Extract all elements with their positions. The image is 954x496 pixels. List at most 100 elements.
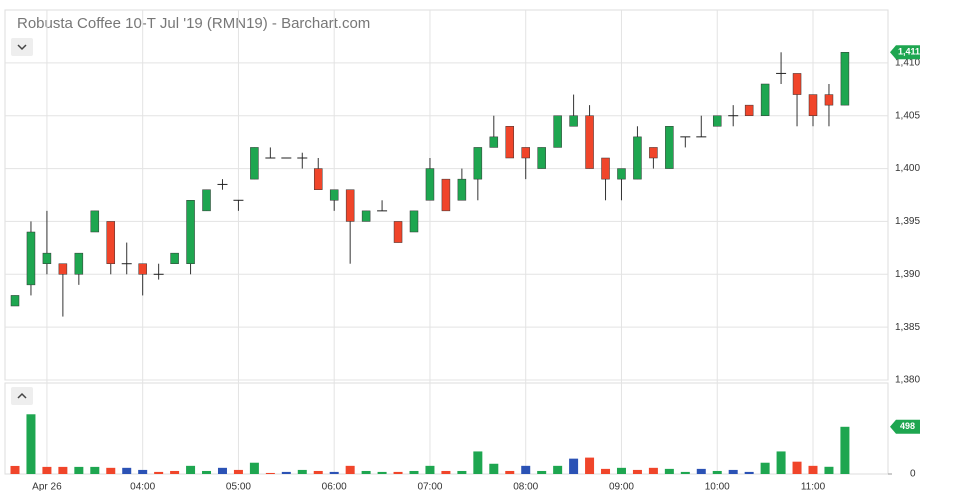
expand-button[interactable] (11, 387, 33, 405)
candle-body (202, 189, 211, 212)
candle-body (42, 252, 52, 264)
volume-bar (728, 469, 738, 474)
volume-bar (345, 465, 355, 474)
volume-bar (664, 468, 674, 474)
candle-body (521, 147, 530, 159)
volume-bar (569, 458, 579, 474)
x-tick-label: 09:00 (609, 482, 634, 491)
volume-bar (505, 470, 515, 474)
candle-body (553, 115, 562, 148)
volume-bar (74, 466, 84, 474)
candle-body (26, 231, 36, 286)
candle-body (90, 210, 100, 233)
candle-body (121, 263, 132, 265)
volume-bar (808, 465, 818, 474)
volume-bar (760, 462, 770, 474)
volume-bar (170, 470, 180, 474)
candle-body (74, 252, 84, 275)
candle-body (425, 168, 435, 201)
candle-body (808, 94, 818, 116)
volume-bar (457, 470, 467, 474)
price-badge-label: 1,411 (898, 47, 920, 57)
volume-bar (409, 470, 419, 474)
candle-body (265, 157, 276, 159)
volume-bar (154, 471, 164, 474)
volume-bar (281, 471, 291, 474)
x-tick-label: 06:00 (322, 482, 347, 491)
volume-bar (585, 457, 595, 474)
y-tick-label: 1,380 (895, 375, 920, 386)
volume-bar (265, 472, 275, 474)
volume-bar (680, 471, 690, 474)
volume-bar (537, 470, 547, 474)
volume-bar (138, 469, 148, 474)
volume-bar (26, 414, 36, 474)
volume-bar (186, 465, 196, 474)
candle-body (441, 178, 451, 212)
y-tick-label: 1,400 (895, 163, 920, 174)
volume-bar (696, 468, 706, 474)
candle-body (665, 126, 674, 169)
volume-bar (42, 466, 52, 474)
volume-bar (776, 451, 786, 474)
x-tick-label: 04:00 (130, 482, 155, 491)
candle-body (250, 147, 259, 180)
candle-body (233, 199, 244, 201)
candle-body (473, 147, 483, 180)
candle-body (633, 136, 642, 180)
candle-body (313, 168, 323, 190)
candle-body (138, 263, 147, 275)
volume-bar (217, 467, 227, 474)
candle-body (585, 115, 594, 169)
volume-bar (792, 461, 802, 474)
candle-body (281, 157, 292, 159)
volume-bar (425, 465, 435, 474)
candle-body (10, 295, 20, 307)
volume-bar (601, 468, 611, 474)
candle-body (393, 221, 403, 243)
candle-body (489, 136, 499, 148)
candle-body (537, 147, 546, 169)
candle-body (649, 147, 658, 159)
collapse-button[interactable] (11, 38, 33, 56)
volume-bar (393, 471, 403, 474)
volume-bar (840, 426, 850, 474)
candle-body (824, 94, 834, 106)
volume-badge-label: 498 (900, 421, 915, 431)
volume-bar (202, 470, 212, 474)
volume-bar (473, 451, 483, 474)
candle-body (457, 178, 467, 201)
x-tick-label: 10:00 (705, 482, 730, 491)
volume-bar (313, 470, 323, 474)
volume-bar (90, 466, 100, 474)
x-tick-label: 05:00 (226, 482, 251, 491)
volume-bar (58, 466, 68, 474)
y-tick-label: 1,395 (895, 216, 920, 227)
volume-bar (297, 469, 307, 474)
y-tick-label: 1,410 (895, 57, 920, 68)
candle-body (361, 210, 371, 222)
candle-body (840, 52, 850, 106)
volume-tick-label: 0 (910, 469, 916, 480)
candle-body (760, 83, 770, 116)
candle-body (728, 115, 739, 117)
volume-bar (632, 469, 642, 474)
candle-body (329, 189, 339, 201)
volume-bar (521, 465, 531, 474)
candle-body (345, 189, 355, 222)
volume-bar (361, 470, 371, 474)
candle-body (776, 72, 787, 74)
volume-bar (329, 471, 339, 474)
volume-bar (744, 471, 754, 474)
volume-bar (10, 465, 20, 474)
x-tick-label: 08:00 (513, 482, 538, 491)
candle-body (601, 157, 610, 180)
candle-body (217, 183, 228, 185)
candle-body (409, 210, 419, 233)
volume-bar (249, 462, 259, 474)
candle-body (58, 263, 68, 275)
candle-body (792, 73, 802, 95)
volume-badge (890, 419, 920, 434)
volume-bar (824, 466, 834, 474)
